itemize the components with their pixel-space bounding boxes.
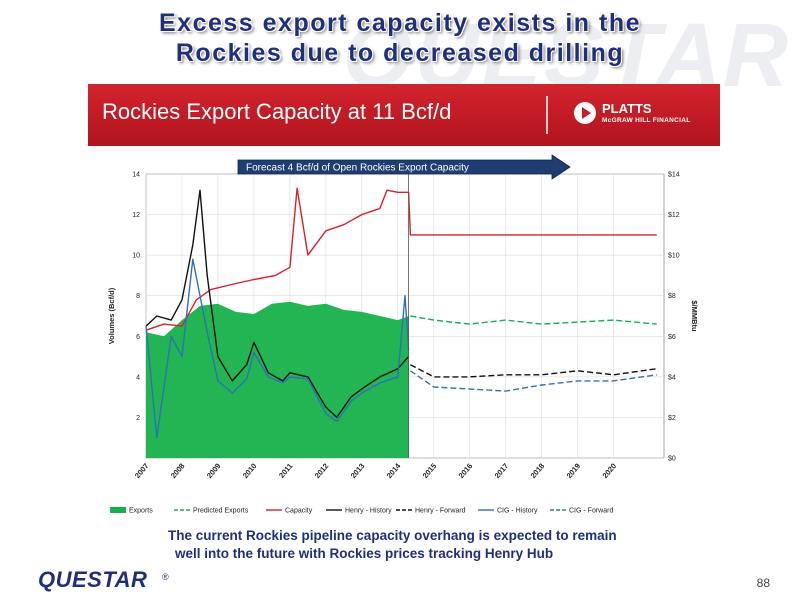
x-tick-label: 2020 (601, 462, 619, 481)
x-tick-label: 2015 (421, 462, 439, 481)
series-predicted_exports (410, 315, 657, 325)
chart-banner: Rockies Export Capacity at 11 Bcf/d PLAT… (88, 84, 720, 146)
x-tick-label: 2010 (241, 462, 259, 481)
x-tick-label: 2017 (493, 462, 511, 481)
series-henry_forward (410, 364, 657, 378)
x-tick-label: 2014 (385, 461, 403, 480)
annotation-arrow (237, 154, 571, 180)
x-tick-label: 2019 (565, 462, 583, 481)
y-tick-left: 14 (132, 172, 140, 179)
series-henry_history (145, 189, 410, 419)
y-tick-left: 2 (136, 415, 140, 422)
caption-line-2: well into the future with Rockies prices… (175, 546, 554, 561)
legend-item-label: CIG - Forward (569, 508, 613, 515)
x-tick-label: 2008 (169, 462, 187, 481)
series-capacity (145, 187, 657, 331)
platts-name: PLATTS (602, 101, 652, 116)
caption-line-1: The current Rockies pipeline capacity ov… (168, 528, 617, 543)
y-tick-right: $10 (668, 253, 680, 260)
annotation-label: Forecast 4 Bcf/d of Open Rockies Export … (246, 163, 469, 174)
y-tick-left: 6 (136, 334, 140, 341)
chart: Forecast 4 Bcf/d of Open Rockies Export … (107, 154, 699, 515)
legend-item-label: Exports (129, 508, 153, 515)
questar-logo: QUESTAR (38, 567, 148, 592)
y-axis-label-right: $/MMBtu (690, 300, 699, 332)
series-cig_forward (410, 370, 657, 392)
y-tick-right: $6 (668, 334, 676, 341)
legend-item-label: Predicted Exports (193, 508, 249, 515)
x-tick-label: 2013 (349, 462, 367, 481)
platts-subtitle: McGRAW HILL FINANCIAL (602, 117, 691, 124)
banner-divider (546, 96, 548, 134)
y-axis-label-left: Volumes (Bcf/d) (107, 287, 116, 344)
y-tick-left: 4 (136, 374, 140, 381)
x-tick-label: 2009 (205, 462, 223, 481)
y-tick-left: 10 (132, 253, 140, 260)
legend-item-label: Henry - History (345, 508, 392, 515)
legend-item-label: Capacity (285, 508, 313, 515)
legend-item-label: CIG - History (497, 508, 538, 515)
legend-swatch (110, 507, 126, 513)
y-tick-left: 12 (132, 212, 140, 219)
banner-title: Rockies Export Capacity at 11 Bcf/d (102, 99, 452, 124)
series-cig_history (145, 258, 410, 439)
legend-item-label: Henry - Forward (415, 508, 466, 515)
y-tick-left: 8 (136, 293, 140, 300)
y-tick-right: $4 (668, 374, 676, 381)
y-tick-right: $14 (668, 172, 680, 179)
x-tick-label: 2011 (277, 462, 294, 480)
x-tick-label: 2007 (133, 462, 151, 481)
registered-mark: ® (162, 572, 169, 582)
x-tick-label: 2018 (529, 462, 547, 481)
page-number: 88 (756, 576, 770, 590)
y-tick-right: $2 (668, 415, 676, 422)
platts-logo-icon (574, 102, 596, 124)
caption: The current Rockies pipeline capacity ov… (168, 527, 728, 563)
y-tick-right: $8 (668, 293, 676, 300)
slide-title-line-2: Rockies due to decreased drilling (175, 39, 625, 67)
y-tick-right: $12 (668, 212, 680, 219)
x-tick-label: 2012 (313, 462, 331, 481)
y-tick-right: $0 (668, 456, 676, 463)
slide-title: Excess export capacity exists in the Roc… (0, 8, 800, 68)
slide-title-line-1: Excess export capacity exists in the (159, 9, 641, 37)
x-tick-label: 2016 (457, 462, 475, 481)
